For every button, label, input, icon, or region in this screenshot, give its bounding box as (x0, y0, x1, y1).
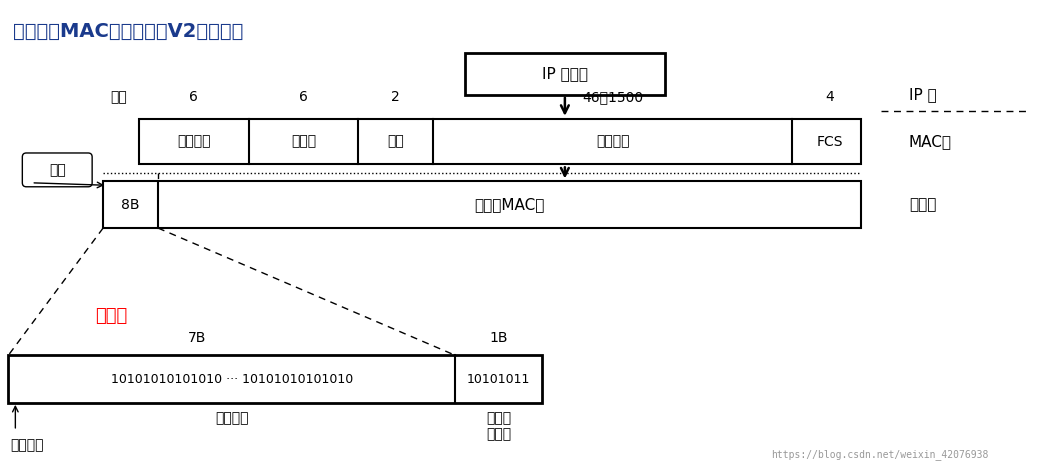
Text: 1B: 1B (489, 331, 508, 345)
Text: MAC层: MAC层 (909, 134, 952, 149)
Text: 46～1500: 46～1500 (582, 90, 643, 104)
Text: FCS: FCS (817, 135, 843, 149)
Text: 7B: 7B (187, 331, 206, 345)
Text: 数　　据: 数 据 (596, 135, 630, 149)
Text: 最常用的MAC帧是以太网V2的格式。: 最常用的MAC帧是以太网V2的格式。 (14, 22, 244, 41)
Text: 发送在前: 发送在前 (10, 438, 44, 452)
Text: 6: 6 (189, 90, 198, 104)
Text: 目的地址: 目的地址 (177, 135, 211, 149)
Text: 前同步码: 前同步码 (215, 411, 248, 425)
Text: 帧开始
定界符: 帧开始 定界符 (486, 411, 511, 441)
Text: 以太网MAC帧: 以太网MAC帧 (475, 197, 544, 212)
Text: 10101010101010 ··· 10101010101010: 10101010101010 ··· 10101010101010 (110, 373, 353, 386)
Text: 6: 6 (299, 90, 308, 104)
Text: 物理层: 物理层 (909, 197, 936, 212)
Bar (139, 119, 861, 164)
Text: 前导码: 前导码 (95, 308, 127, 325)
Bar (103, 181, 861, 228)
FancyBboxPatch shape (22, 153, 92, 187)
Text: 源地址: 源地址 (291, 135, 316, 149)
Text: 类型: 类型 (388, 135, 404, 149)
Bar (465, 53, 665, 95)
Text: 2: 2 (392, 90, 400, 104)
Text: 4: 4 (825, 90, 834, 104)
Text: 10101011: 10101011 (467, 373, 530, 386)
Text: 字节: 字节 (110, 90, 127, 104)
Text: 8B: 8B (122, 198, 140, 212)
Bar (8, 355, 542, 403)
Text: 插入: 插入 (49, 163, 65, 177)
Text: IP 层: IP 层 (909, 87, 937, 103)
Text: https://blog.csdn.net/weixin_42076938: https://blog.csdn.net/weixin_42076938 (771, 449, 989, 459)
Text: IP 数据报: IP 数据报 (542, 67, 588, 82)
